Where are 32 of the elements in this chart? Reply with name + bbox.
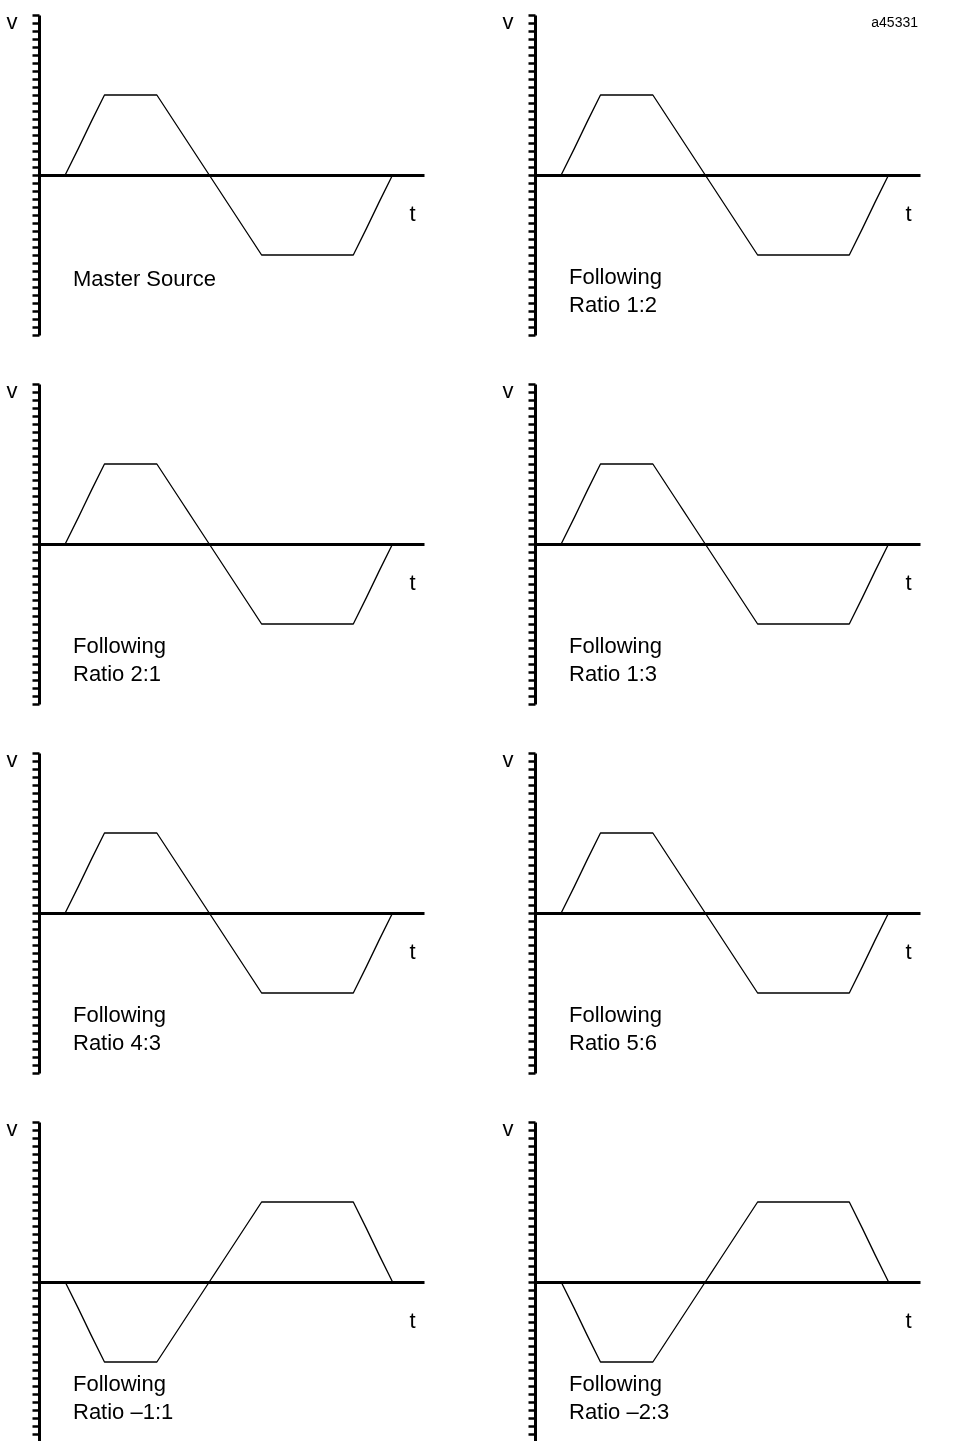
y-axis-title: v [6,377,18,403]
text: Following [569,264,662,289]
text: Ratio 5:6 [569,1030,658,1055]
text: Ratio 1:3 [569,661,658,686]
y-axis-title: v [502,746,514,772]
x-axis-title: t [409,1307,416,1333]
text: Following [73,633,166,658]
text: Following [569,1002,662,1027]
text: Following [73,1002,166,1027]
text: Ratio 2:1 [73,661,162,686]
text: Ratio –1:1 [73,1399,174,1424]
x-axis-title: t [905,200,912,226]
text: Ratio 4:3 [73,1030,162,1055]
x-axis-title: t [409,938,416,964]
text: Ratio –2:3 [569,1399,670,1424]
x-axis-title: t [905,569,912,595]
y-axis-title: v [502,1115,514,1141]
text: a45331 [871,14,919,30]
y-axis-title: v [502,8,514,34]
x-axis-title: t [409,569,416,595]
x-axis-title: t [905,1307,912,1333]
y-axis-title: v [6,8,18,34]
y-axis-title: v [502,377,514,403]
text: Master Source [73,266,217,291]
text: Following [73,1371,166,1396]
text: Following [569,633,662,658]
x-axis-title: t [409,200,416,226]
y-axis-title: v [6,1115,18,1141]
text: Ratio 1:2 [569,292,658,317]
y-axis-title: v [6,746,18,772]
text: Following [569,1371,662,1396]
x-axis-title: t [905,938,912,964]
